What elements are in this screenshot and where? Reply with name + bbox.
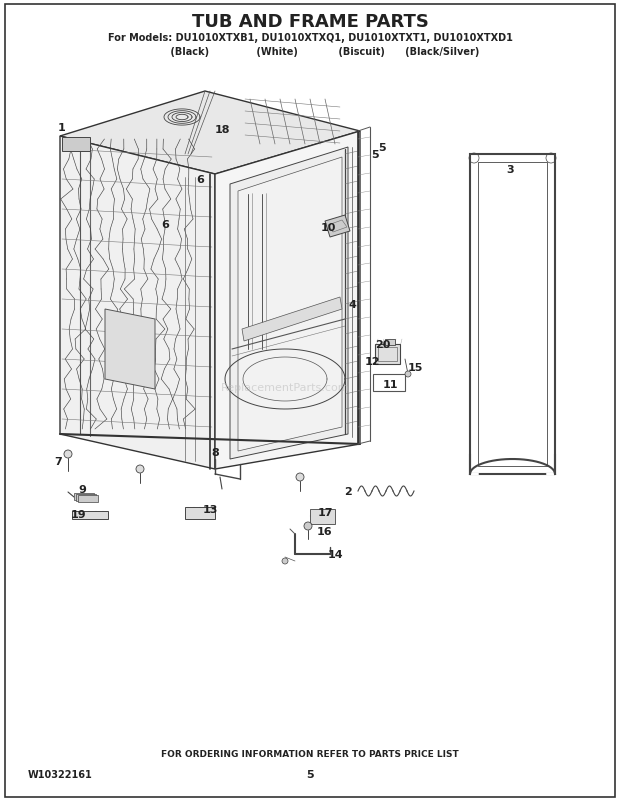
Circle shape <box>136 465 144 473</box>
Polygon shape <box>242 298 342 342</box>
Text: 20: 20 <box>375 339 391 350</box>
Polygon shape <box>385 339 395 346</box>
Text: 5: 5 <box>306 769 314 779</box>
Circle shape <box>296 473 304 481</box>
Polygon shape <box>215 132 360 469</box>
Text: 16: 16 <box>317 526 333 537</box>
Polygon shape <box>478 163 547 467</box>
Text: For Models: DU1010XTXB1, DU1010XTXQ1, DU1010XTXT1, DU1010XTXD1: For Models: DU1010XTXB1, DU1010XTXQ1, DU… <box>107 33 513 43</box>
Polygon shape <box>62 138 90 152</box>
Text: 11: 11 <box>383 379 398 390</box>
Text: ReplacementParts.com: ReplacementParts.com <box>221 383 349 392</box>
Text: 14: 14 <box>328 549 344 559</box>
Circle shape <box>405 371 411 378</box>
Text: 4: 4 <box>348 300 356 310</box>
Text: 13: 13 <box>202 504 218 514</box>
Text: 2: 2 <box>344 486 352 496</box>
Polygon shape <box>72 512 108 520</box>
Text: 15: 15 <box>407 363 423 373</box>
Polygon shape <box>60 137 215 469</box>
Text: 1: 1 <box>58 123 66 133</box>
Polygon shape <box>60 92 360 175</box>
Text: 8: 8 <box>211 448 219 457</box>
Polygon shape <box>78 496 98 502</box>
Polygon shape <box>238 158 342 452</box>
Circle shape <box>282 558 288 565</box>
Text: 9: 9 <box>78 484 86 494</box>
Text: TUB AND FRAME PARTS: TUB AND FRAME PARTS <box>192 13 428 31</box>
Text: 6: 6 <box>196 175 204 184</box>
Text: 10: 10 <box>321 223 335 233</box>
Text: 5: 5 <box>378 143 386 153</box>
Polygon shape <box>76 494 96 501</box>
Text: 5: 5 <box>371 150 379 160</box>
Text: (Black)              (White)            (Biscuit)      (Black/Silver): (Black) (White) (Biscuit) (Black/Silver) <box>140 47 480 57</box>
Polygon shape <box>74 493 94 500</box>
Circle shape <box>64 451 72 459</box>
Text: 12: 12 <box>364 357 379 367</box>
Polygon shape <box>310 509 335 525</box>
Text: 3: 3 <box>506 164 514 175</box>
Circle shape <box>304 522 312 530</box>
Text: 17: 17 <box>317 508 333 517</box>
Text: FOR ORDERING INFORMATION REFER TO PARTS PRICE LIST: FOR ORDERING INFORMATION REFER TO PARTS … <box>161 750 459 759</box>
Text: 6: 6 <box>161 220 169 229</box>
Polygon shape <box>325 216 350 237</box>
Text: W10322161: W10322161 <box>28 769 93 779</box>
Polygon shape <box>105 310 155 390</box>
Text: 18: 18 <box>215 125 230 135</box>
Polygon shape <box>185 508 215 520</box>
Polygon shape <box>375 345 400 365</box>
Text: 19: 19 <box>70 509 86 520</box>
Text: 7: 7 <box>54 456 62 467</box>
Polygon shape <box>230 148 348 460</box>
